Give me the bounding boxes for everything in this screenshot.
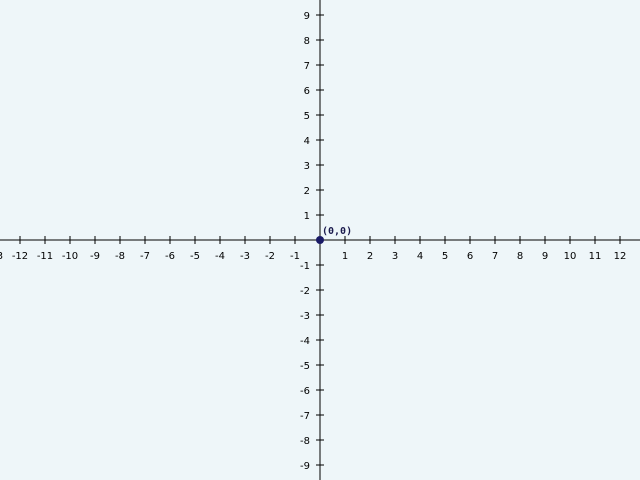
y-tick-label: -6	[300, 386, 310, 397]
x-tick-label: -11	[37, 251, 53, 262]
y-tick-label: -7	[300, 411, 310, 422]
x-axis-ticks: -13-12-11-10-9-8-7-6-5-4-3-2-11234567891…	[0, 236, 626, 262]
y-tick-label: -5	[300, 361, 310, 372]
x-tick-label: 8	[517, 251, 523, 262]
x-tick-label: -10	[62, 251, 78, 262]
x-tick-label: 10	[564, 251, 577, 262]
y-tick-label: 2	[304, 186, 310, 197]
x-tick-label: -12	[12, 251, 28, 262]
y-tick-label: -9	[300, 461, 310, 472]
y-tick-label: -4	[300, 336, 310, 347]
x-tick-label: 3	[392, 251, 398, 262]
point-label: (0,0)	[322, 226, 352, 237]
x-tick-label: -9	[90, 251, 100, 262]
y-tick-label: 9	[304, 11, 310, 22]
x-tick-label: 9	[542, 251, 548, 262]
y-axis-ticks: -9 -8 -7 -6 -5 -4 -3 -2 -1 1 2 3 4 5 6 7 8 9	[300, 11, 324, 472]
y-tick-label: -1	[300, 261, 310, 272]
x-tick-label: -2	[265, 251, 275, 262]
x-tick-label: 11	[589, 251, 602, 262]
y-tick-label: -8	[300, 436, 310, 447]
y-tick-label: 3	[304, 161, 310, 172]
x-tick-label: 1	[342, 251, 348, 262]
y-tick-label: 8	[304, 36, 310, 47]
x-tick-label: -7	[140, 251, 150, 262]
y-tick-label: 1	[304, 211, 310, 222]
x-tick-label: -5	[190, 251, 200, 262]
data-point	[316, 236, 324, 244]
x-tick-label: 7	[492, 251, 498, 262]
x-tick-label: -3	[240, 251, 250, 262]
x-tick-label: 2	[367, 251, 373, 262]
y-tick-label: 7	[304, 61, 310, 72]
x-tick-label: -8	[115, 251, 125, 262]
y-tick-label: 5	[304, 111, 310, 122]
y-tick-label: -2	[300, 286, 310, 297]
x-tick-label: 4	[417, 251, 423, 262]
x-tick-label: -6	[165, 251, 175, 262]
x-tick-label: 12	[614, 251, 627, 262]
x-tick-label: -1	[290, 251, 300, 262]
x-tick-label: 6	[467, 251, 473, 262]
y-tick-label: 4	[304, 136, 310, 147]
y-tick-label: 6	[304, 86, 310, 97]
x-tick-label: 5	[442, 251, 448, 262]
y-tick-label: -3	[300, 311, 310, 322]
data-points: (0,0)	[316, 226, 352, 244]
x-tick-label: -13	[0, 251, 3, 262]
x-tick-label: -4	[215, 251, 225, 262]
